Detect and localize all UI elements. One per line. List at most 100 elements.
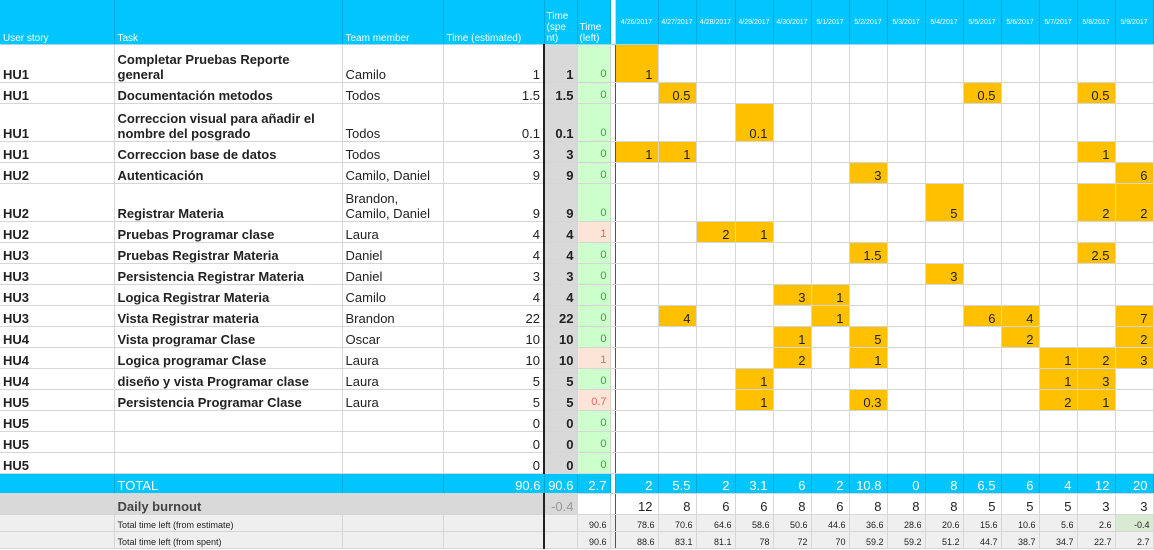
cell-task[interactable]: Correccion visual para añadir el nombre … — [114, 103, 343, 142]
total-day-hours[interactable]: 2 — [811, 473, 850, 494]
cell-day-hours[interactable]: 1 — [849, 347, 888, 369]
cell-day-hours[interactable] — [1115, 431, 1154, 453]
cell-day-hours[interactable] — [696, 305, 736, 327]
burnout-day[interactable]: 6 — [811, 493, 850, 515]
cell-day-hours[interactable] — [1115, 284, 1154, 306]
cell-day-hours[interactable] — [849, 431, 888, 453]
cell-day-hours[interactable] — [735, 263, 774, 285]
cell-day-hours[interactable] — [811, 368, 850, 390]
cell-team-member[interactable]: Camilo — [342, 284, 444, 306]
cell-day-hours[interactable] — [1001, 410, 1040, 432]
cell-day-hours[interactable] — [1001, 284, 1040, 306]
cell-day-hours[interactable] — [658, 183, 697, 222]
cell-time-left[interactable]: 1 — [577, 221, 611, 243]
cell-day-hours[interactable] — [1115, 452, 1154, 474]
cell-day-hours[interactable] — [925, 368, 964, 390]
total-day-hours[interactable]: 2 — [696, 473, 736, 494]
cell-day-hours[interactable] — [773, 242, 812, 264]
cell-day-hours[interactable] — [735, 431, 774, 453]
cell-day-hours[interactable] — [849, 221, 888, 243]
cell-day-hours[interactable] — [925, 431, 964, 453]
cell-day-hours[interactable]: 2 — [773, 347, 812, 369]
cell-day-hours[interactable] — [849, 141, 888, 163]
cell-user-story[interactable]: HU1 — [0, 44, 115, 83]
cell-team-member[interactable]: Todos — [342, 82, 444, 104]
cell-time-left[interactable]: 0.7 — [577, 389, 611, 411]
cell-day-hours[interactable] — [696, 44, 736, 83]
cell-day-hours[interactable] — [1001, 82, 1040, 104]
cell-day-hours[interactable] — [1039, 221, 1078, 243]
cell-day-hours[interactable] — [1039, 263, 1078, 285]
cell-day-hours[interactable]: 2 — [1077, 183, 1116, 222]
cell-day-hours[interactable] — [887, 141, 926, 163]
cell-day-hours[interactable] — [1115, 263, 1154, 285]
cell-day-hours[interactable] — [811, 162, 850, 184]
cell-day-hours[interactable] — [887, 183, 926, 222]
cell-team-member[interactable]: Brandon — [342, 305, 444, 327]
cell-day-hours[interactable] — [925, 410, 964, 432]
cell-day-hours[interactable] — [615, 305, 659, 327]
cell-day-hours[interactable]: 0.5 — [1077, 82, 1116, 104]
cell-day-hours[interactable] — [1001, 183, 1040, 222]
cell-day-hours[interactable]: 1.5 — [849, 242, 888, 264]
cell-day-hours[interactable] — [773, 141, 812, 163]
cell-day-hours[interactable]: 3 — [773, 284, 812, 306]
left-spent-day[interactable]: 34.7 — [1039, 531, 1078, 549]
cell-day-hours[interactable] — [615, 389, 659, 411]
left-estimate-day[interactable]: 70.6 — [658, 514, 697, 532]
left-spent-day[interactable]: 2.7 — [1115, 531, 1154, 549]
total-day-hours[interactable]: 4 — [1039, 473, 1078, 494]
cell-task[interactable]: diseño y vista Programar clase — [114, 368, 343, 390]
cell-day-hours[interactable] — [615, 410, 659, 432]
cell-day-hours[interactable] — [773, 431, 812, 453]
cell-user-story[interactable]: HU5 — [0, 389, 115, 411]
cell-time-estimated[interactable]: 9 — [443, 183, 545, 222]
cell-time-spent[interactable]: 0 — [544, 410, 578, 432]
cell-time-spent[interactable]: 10 — [544, 326, 578, 348]
cell-team-member[interactable]: Laura — [342, 389, 444, 411]
cell-time-left[interactable]: 0 — [577, 326, 611, 348]
cell-day-hours[interactable] — [615, 368, 659, 390]
cell-day-hours[interactable] — [849, 82, 888, 104]
cell-user-story[interactable]: HU3 — [0, 263, 115, 285]
cell-day-hours[interactable]: 1 — [1077, 141, 1116, 163]
cell-time-left[interactable]: 0 — [577, 431, 611, 453]
left-spent-day[interactable]: 70 — [811, 531, 850, 549]
cell-day-hours[interactable] — [735, 347, 774, 369]
cell-day-hours[interactable] — [658, 410, 697, 432]
cell-day-hours[interactable] — [696, 82, 736, 104]
cell-day-hours[interactable] — [887, 284, 926, 306]
cell-day-hours[interactable]: 0.5 — [658, 82, 697, 104]
cell-day-hours[interactable] — [1077, 305, 1116, 327]
burnout-day[interactable]: 8 — [925, 493, 964, 515]
cell-day-hours[interactable] — [696, 326, 736, 348]
cell-day-hours[interactable] — [1001, 431, 1040, 453]
left-estimate-start[interactable]: 90.6 — [577, 514, 611, 532]
total-day-hours[interactable]: 12 — [1077, 473, 1116, 494]
cell-day-hours[interactable] — [658, 221, 697, 243]
cell-day-hours[interactable] — [773, 162, 812, 184]
cell-task[interactable] — [114, 431, 343, 453]
cell-day-hours[interactable] — [963, 44, 1002, 83]
cell-day-hours[interactable] — [1039, 103, 1078, 142]
left-estimate-day[interactable]: 64.6 — [696, 514, 736, 532]
cell-day-hours[interactable]: 6 — [1115, 162, 1154, 184]
cell-day-hours[interactable] — [773, 263, 812, 285]
cell-day-hours[interactable]: 7 — [1115, 305, 1154, 327]
cell-team-member[interactable]: Todos — [342, 141, 444, 163]
cell-time-estimated[interactable]: 3 — [443, 141, 545, 163]
cell-day-hours[interactable] — [1077, 263, 1116, 285]
cell-day-hours[interactable] — [849, 452, 888, 474]
total-day-hours[interactable]: 0 — [887, 473, 926, 494]
cell-team-member[interactable]: Laura — [342, 347, 444, 369]
cell-day-hours[interactable] — [963, 103, 1002, 142]
cell-day-hours[interactable] — [963, 284, 1002, 306]
cell-day-hours[interactable] — [1039, 452, 1078, 474]
cell-day-hours[interactable] — [1077, 431, 1116, 453]
cell-team-member[interactable] — [342, 410, 444, 432]
cell-day-hours[interactable] — [849, 305, 888, 327]
cell-day-hours[interactable] — [773, 368, 812, 390]
cell-day-hours[interactable] — [887, 263, 926, 285]
cell-day-hours[interactable] — [1001, 103, 1040, 142]
cell-time-spent[interactable]: 9 — [544, 162, 578, 184]
